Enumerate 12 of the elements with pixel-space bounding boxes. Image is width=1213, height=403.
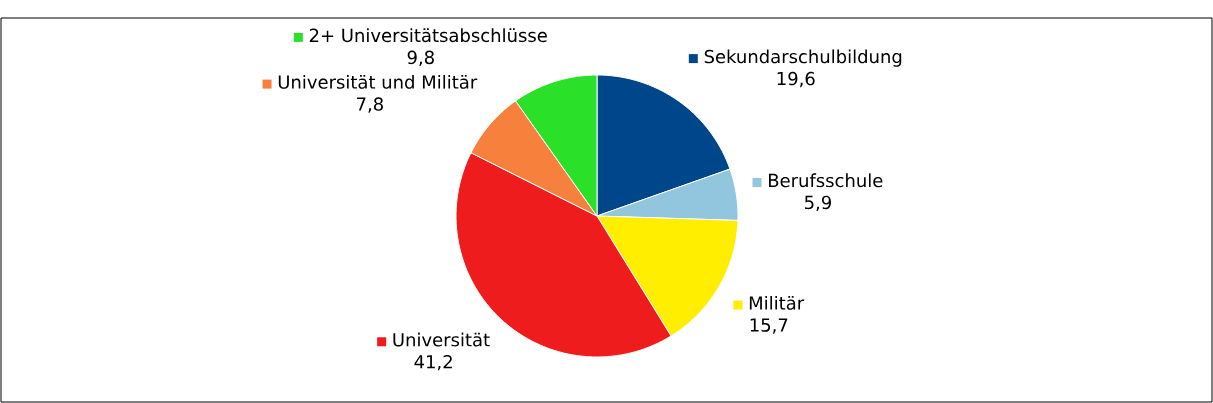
- data-label: 7,8: [357, 97, 383, 113]
- legend-label: Militär: [749, 295, 805, 310]
- data-label: 41,2: [414, 354, 452, 371]
- data-label: 5,9: [805, 195, 831, 212]
- legend-label: Berufsschule: [768, 173, 883, 188]
- data-label: 9,8: [407, 50, 434, 66]
- legend-label: Universität: [393, 332, 490, 347]
- legend-label: 2+ Universitätsabschlüsse: [309, 28, 547, 43]
- legend-label: Universität und Militär: [278, 74, 478, 89]
- data-label: 15,7: [750, 318, 788, 334]
- legend-label: Sekundarschulbildung: [704, 49, 902, 67]
- data-label: 19,6: [777, 71, 815, 88]
